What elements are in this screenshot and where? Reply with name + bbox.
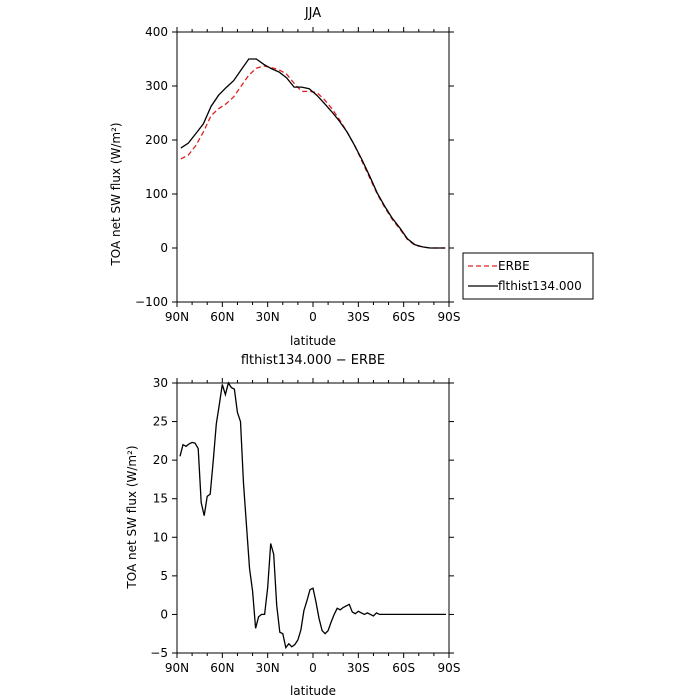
legend-label-erbe: ERBE [498,259,530,273]
top-panel-x-axis-label: latitude [290,334,336,348]
bottom-panel: flthist134.000 − ERBE latitude TOA net S… [125,353,460,698]
bottom-panel-x-tick-label: 90N [165,661,189,675]
bottom-panel-x-tick-label: 90S [438,661,461,675]
bottom-panel-x-tick-label: 30N [256,661,280,675]
top-panel-y-tick-label: −100 [135,295,168,309]
top-panel-series-flthist134-000 [180,58,446,249]
top-panel-title: JJA [304,6,321,21]
bottom-panel-title: flthist134.000 − ERBE [241,353,385,368]
bottom-panel-x-tick-label: 60N [210,661,234,675]
legend-box [462,252,594,300]
bottom-panel-y-tick-label: 30 [153,376,168,390]
top-panel: JJA latitude TOA net SW flux (W/m²) 90N 6… [109,6,594,348]
bottom-panel-y-tick-label: 5 [160,569,168,583]
bottom-panel-plot-frame [176,382,450,654]
top-panel-plot-frame [176,31,450,303]
bottom-panel-x-tick-label: 30S [347,661,370,675]
bottom-panel-x-axis-label: latitude [290,684,336,698]
bottom-panel-x-tick-label: 60S [392,661,415,675]
top-panel-x-tick-label: 30N [256,310,280,324]
bottom-panel-y-axis-label: TOA net SW flux (W/m²) [125,445,139,589]
top-panel-y-tick-label: 400 [145,25,168,39]
top-panel-y-tick-label: 300 [145,79,168,93]
top-panel-x-tick-label: 60N [210,310,234,324]
bottom-panel-y-tick-label: 15 [153,492,168,506]
top-panel-x-tick-label: 30S [347,310,370,324]
top-panel-y-tick-label: 100 [145,187,168,201]
legend: ERBE flthist134.000 [462,252,594,300]
bottom-panel-y-tick-label: 25 [153,415,168,429]
bottom-panel-y-tick-label: −5 [150,646,168,660]
top-panel-y-tick-label: 0 [160,241,168,255]
bottom-panel-series-series-0 [179,381,446,650]
top-panel-x-tick-label: 0 [309,310,317,324]
bottom-panel-x-tick-label: 0 [309,661,317,675]
top-panel-y-axis-label: TOA net SW flux (W/m²) [109,122,123,266]
top-panel-x-tick-label: 60S [392,310,415,324]
top-panel-x-tick-label: 90S [438,310,461,324]
top-panel-x-tick-label: 90N [165,310,189,324]
top-panel-y-tick-label: 200 [145,133,168,147]
bottom-panel-y-tick-label: 0 [160,607,168,621]
bottom-panel-y-tick-label: 20 [153,453,168,467]
bottom-panel-y-tick-label: 10 [153,530,168,544]
legend-label-flthist134-000: flthist134.000 [498,279,582,293]
